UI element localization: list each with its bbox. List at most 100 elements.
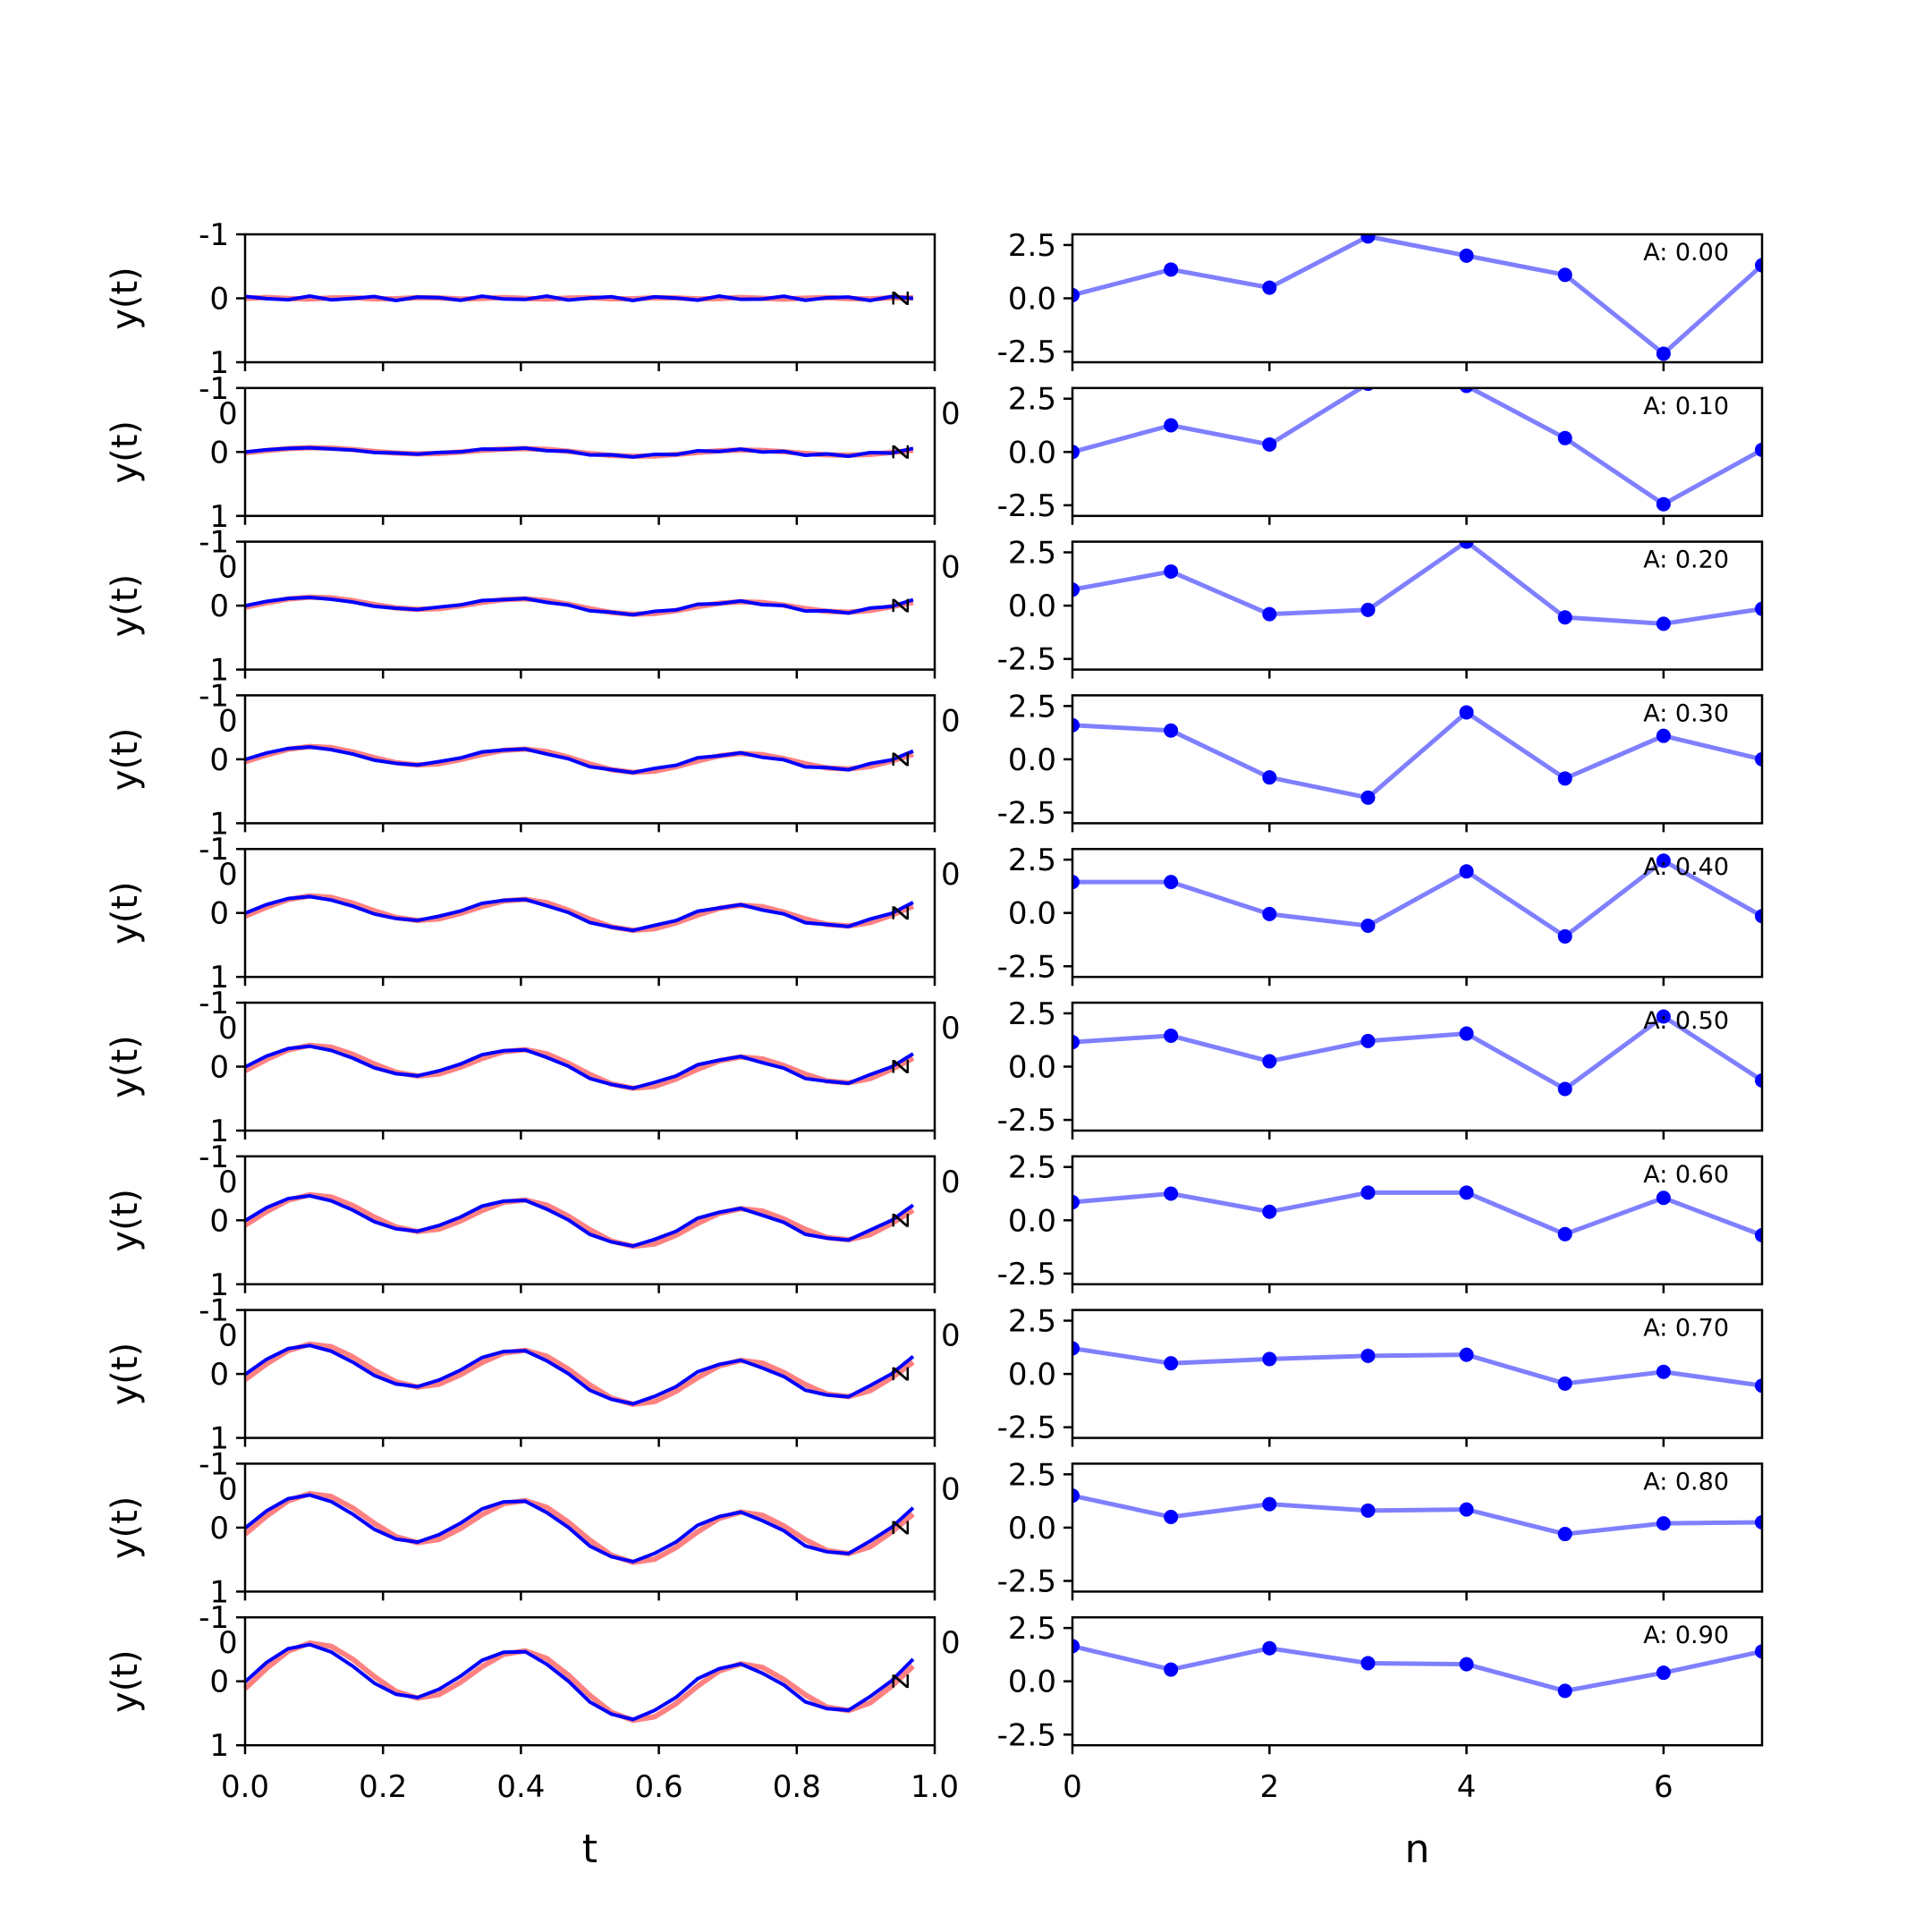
left-ylabel-9: y(t)	[105, 1649, 146, 1713]
right-point-8-1	[1164, 1509, 1179, 1524]
right-xlabel: n	[1405, 1826, 1430, 1872]
right-series-line-8	[1072, 1493, 1762, 1537]
left-ylabel-1: y(t)	[105, 420, 146, 484]
right-point-5-5	[1557, 1081, 1572, 1097]
right-point-3-1	[1164, 723, 1179, 738]
left-axes-frame-3	[243, 694, 936, 825]
right-point-0-2	[1262, 280, 1277, 295]
right-point-4-5	[1557, 928, 1572, 944]
left-xtick-label-0: 0.0	[221, 1769, 269, 1805]
right-xtick-label-0: 0	[1063, 1769, 1082, 1805]
right-series-line-2	[1072, 541, 1762, 626]
right-point-1-6	[1656, 496, 1671, 512]
right-ytick-label-1-1: 0.0	[1008, 435, 1056, 470]
stray-z-label-3: z	[881, 751, 917, 767]
left-ytick-label-4-2: 1	[209, 960, 229, 996]
reconstruction-line-0	[244, 293, 914, 303]
amplitude-label-9: A: 0.90	[1643, 1622, 1729, 1649]
right-xtick-label-3: 6	[1654, 1769, 1674, 1805]
right-ytick-label-9-1: 0.0	[1008, 1665, 1056, 1700]
left-ytick-label-9-0: -1	[199, 1600, 229, 1636]
stray-z-label-8: z	[881, 1520, 917, 1536]
stray-zero-label-a-3: 0	[218, 703, 238, 739]
left-axes-frame-6	[243, 1155, 936, 1286]
right-series-group-9	[1072, 1639, 1762, 1699]
right-ytick-label-4-2: -2.5	[997, 949, 1056, 985]
right-point-6-7	[1755, 1227, 1762, 1242]
left-ytick-label-5-2: 1	[209, 1114, 229, 1149]
right-point-0-6	[1656, 346, 1671, 361]
right-series-group-5	[1072, 1009, 1762, 1097]
right-point-8-5	[1557, 1527, 1572, 1542]
reference-line-6	[243, 1191, 915, 1250]
right-point-9-5	[1557, 1683, 1572, 1699]
left-xtick-label-2: 0.4	[496, 1769, 545, 1805]
left-ylabel-4: y(t)	[105, 881, 146, 945]
left-ytick-label-5-1: 0	[209, 1050, 229, 1086]
stray-z-label-2: z	[881, 597, 917, 614]
left-ytick-label-1-2: 1	[209, 499, 229, 535]
right-point-9-3	[1360, 1656, 1376, 1671]
reconstruction-line-6	[243, 1193, 915, 1249]
right-point-0-1	[1164, 262, 1179, 277]
left-axes-frame-5	[243, 1001, 936, 1132]
stray-zero-label-b-7: 0	[941, 1318, 961, 1354]
right-point-7-1	[1164, 1356, 1179, 1371]
stray-zero-label-b-5: 0	[941, 1011, 961, 1046]
right-ytick-label-5-2: -2.5	[997, 1103, 1056, 1139]
right-point-1-0	[1072, 445, 1080, 460]
left-axes-frame-7	[243, 1309, 936, 1439]
stray-zero-label-b-2: 0	[941, 550, 961, 586]
right-ytick-label-2-2: -2.5	[997, 642, 1056, 678]
right-series-line-6	[1072, 1190, 1762, 1238]
right-point-2-4	[1459, 541, 1474, 549]
right-series-group-0	[1072, 234, 1762, 361]
right-point-5-1	[1164, 1028, 1179, 1043]
left-ytick-label-0-1: 0	[209, 282, 229, 318]
right-ytick-label-7-0: 2.5	[1008, 1304, 1056, 1340]
right-ytick-label-8-1: 0.0	[1008, 1511, 1056, 1546]
right-series-line-0	[1072, 234, 1762, 357]
stray-zero-label-b-4: 0	[941, 857, 961, 893]
right-point-4-1	[1164, 875, 1179, 890]
left-ytick-label-3-0: -1	[199, 678, 229, 714]
left-ytick-label-5-0: -1	[199, 986, 229, 1021]
right-point-8-0	[1072, 1488, 1080, 1504]
right-series-line-4	[1072, 858, 1762, 939]
reference-line-7	[243, 1341, 915, 1408]
right-point-9-0	[1072, 1639, 1080, 1654]
right-point-8-4	[1459, 1502, 1474, 1517]
stray-zero-label-b-6: 0	[941, 1165, 961, 1200]
left-ylabel-6: y(t)	[105, 1189, 146, 1252]
right-ytick-label-8-0: 2.5	[1008, 1457, 1056, 1493]
stray-zero-label-b-8: 0	[941, 1471, 961, 1507]
right-point-1-7	[1755, 442, 1762, 457]
reconstruction-line-1	[244, 445, 914, 459]
right-point-1-4	[1459, 387, 1474, 394]
amplitude-label-5: A: 0.50	[1643, 1007, 1729, 1035]
left-ytick-label-6-0: -1	[199, 1140, 229, 1175]
right-point-2-1	[1164, 564, 1179, 579]
right-ytick-label-6-0: 2.5	[1008, 1150, 1056, 1186]
left-ylabel-3: y(t)	[105, 728, 146, 792]
reconstruction-line-2	[244, 595, 914, 617]
right-ytick-label-4-1: 0.0	[1008, 896, 1056, 932]
right-point-7-3	[1360, 1348, 1376, 1363]
left-xtick-label-5: 1.0	[911, 1769, 959, 1805]
left-ytick-label-9-2: 1	[209, 1728, 229, 1764]
reference-line-4	[243, 893, 915, 934]
amplitude-label-7: A: 0.70	[1643, 1315, 1729, 1343]
right-ytick-label-3-0: 2.5	[1008, 689, 1056, 724]
stray-zero-label-a-8: 0	[218, 1471, 238, 1507]
left-ytick-label-3-2: 1	[209, 806, 229, 842]
right-point-4-3	[1360, 919, 1376, 933]
left-ytick-label-6-2: 1	[209, 1267, 229, 1303]
reference-line-3	[244, 743, 914, 775]
left-ytick-label-6-1: 0	[209, 1203, 229, 1239]
right-series-line-9	[1072, 1643, 1762, 1693]
right-point-7-5	[1557, 1376, 1572, 1391]
right-point-8-2	[1262, 1496, 1277, 1512]
stray-zero-label-a-2: 0	[218, 550, 238, 586]
right-point-5-3	[1360, 1033, 1376, 1048]
